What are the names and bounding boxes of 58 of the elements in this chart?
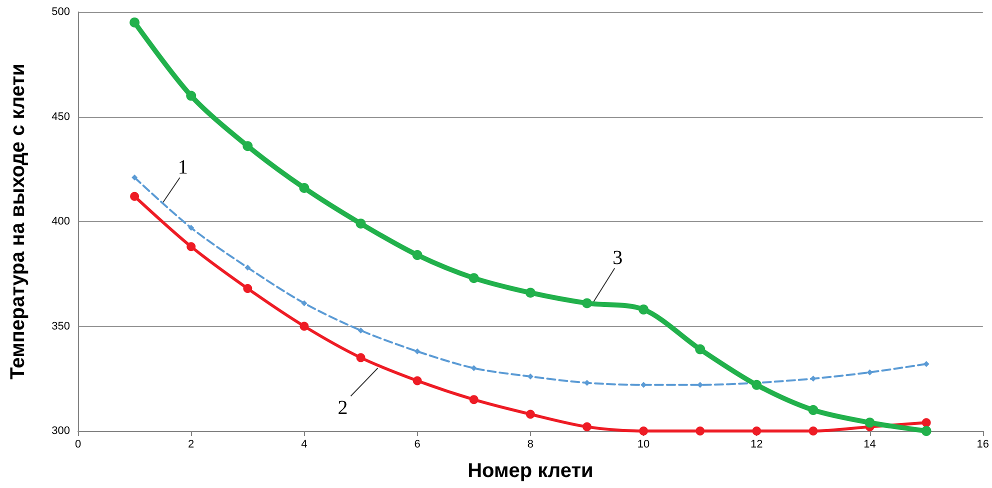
annotation: 2: [338, 397, 348, 420]
point: [922, 418, 931, 428]
point: [301, 300, 308, 306]
point: [696, 426, 705, 436]
y-tick-label: 300: [52, 425, 70, 437]
point: [186, 242, 196, 252]
point: [242, 141, 253, 152]
x-tick-label: 14: [864, 438, 876, 450]
point: [810, 376, 816, 382]
x-tick-label: 2: [188, 438, 194, 450]
point: [752, 426, 762, 436]
point: [412, 376, 422, 386]
point: [638, 304, 649, 314]
point: [639, 426, 648, 436]
annotation: 3: [612, 247, 623, 270]
point: [412, 250, 422, 260]
point: [695, 344, 706, 354]
x-tick-label: 10: [637, 438, 650, 450]
point: [356, 353, 366, 362]
point: [923, 360, 930, 367]
y-tick-label: 500: [52, 6, 70, 18]
point: [808, 405, 818, 416]
point: [864, 418, 875, 428]
point: [356, 218, 366, 229]
point: [526, 410, 535, 419]
point: [186, 90, 196, 101]
point: [469, 395, 478, 404]
x-tick-label: 4: [301, 438, 308, 450]
point: [130, 17, 140, 28]
x-tick-label: 0: [74, 438, 82, 450]
point: [244, 264, 251, 271]
point: [808, 426, 818, 436]
point: [525, 288, 536, 298]
x-tick-label: 12: [750, 438, 763, 450]
point: [921, 426, 932, 436]
x-tick-label: 8: [527, 438, 534, 450]
point: [752, 380, 762, 390]
point: [132, 174, 138, 181]
x-tick-label: 16: [976, 438, 990, 450]
y-tick-label: 350: [52, 320, 70, 332]
point: [188, 224, 194, 231]
point: [414, 348, 420, 354]
y-tick-label: 400: [52, 216, 70, 228]
point: [358, 327, 364, 334]
point: [470, 365, 477, 372]
y-axis-title: Температура на выходе с клети: [7, 64, 29, 380]
x-axis-title: Номер клети: [468, 460, 594, 482]
point: [866, 369, 873, 376]
y-tick-label: 450: [52, 110, 70, 123]
point: [130, 192, 140, 201]
point: [582, 422, 592, 432]
point: [300, 322, 309, 331]
point: [468, 273, 479, 284]
annotation: 1: [178, 156, 188, 179]
point: [243, 284, 252, 294]
x-tick-label: 6: [414, 438, 420, 450]
point: [299, 182, 310, 193]
point: [582, 298, 592, 308]
